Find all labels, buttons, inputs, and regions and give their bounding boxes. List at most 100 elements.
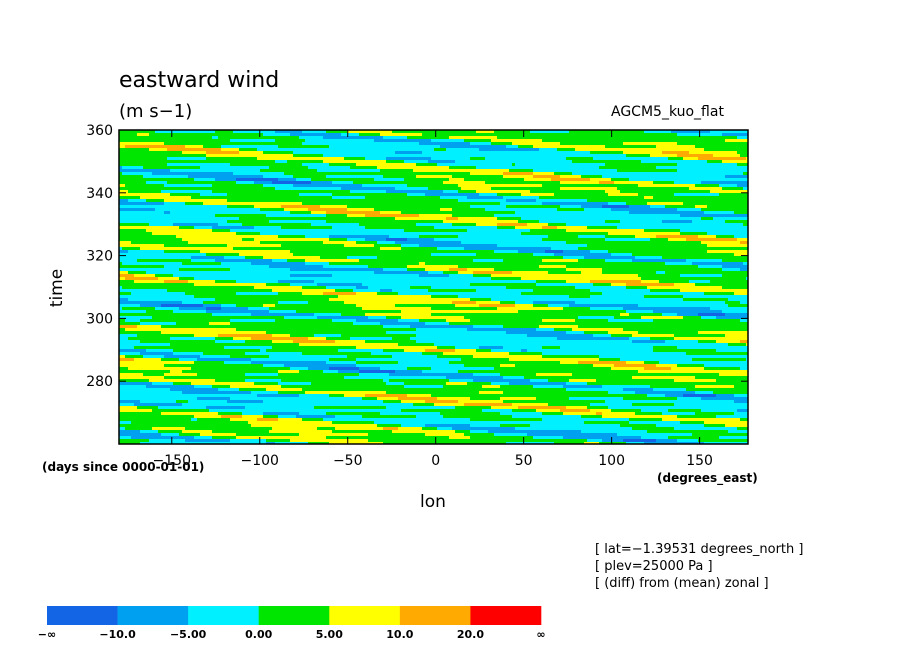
- heatmap-cell: [407, 139, 411, 143]
- heatmap-cell: [188, 160, 192, 164]
- heatmap-cell: [236, 169, 240, 173]
- heatmap-cell: [209, 154, 213, 158]
- heatmap-cell: [212, 154, 216, 158]
- heatmap-cell: [302, 139, 306, 143]
- heatmap-cell: [224, 166, 228, 170]
- heatmap-cell: [326, 154, 330, 158]
- heatmap-cell: [743, 136, 747, 140]
- heatmap-cell: [182, 175, 186, 179]
- heatmap-cell: [686, 193, 690, 197]
- heatmap-cell: [224, 178, 228, 182]
- heatmap-cell: [155, 181, 159, 185]
- heatmap-cell: [335, 172, 339, 176]
- heatmap-cell: [524, 178, 528, 182]
- heatmap-cell: [236, 130, 240, 134]
- heatmap-cell: [428, 181, 432, 185]
- heatmap-cell: [656, 184, 660, 188]
- heatmap-cell: [377, 163, 381, 167]
- heatmap-cell: [158, 130, 162, 134]
- heatmap-cell: [572, 169, 576, 173]
- heatmap-cell: [719, 169, 723, 173]
- heatmap-cell: [560, 130, 564, 134]
- heatmap-cell: [545, 136, 549, 140]
- heatmap-cell: [725, 130, 729, 134]
- heatmap-cell: [380, 181, 384, 185]
- heatmap-cell: [299, 136, 303, 140]
- heatmap-cell: [197, 136, 201, 140]
- heatmap-cell: [698, 166, 702, 170]
- heatmap-cell: [470, 154, 474, 158]
- heatmap-cell: [284, 160, 288, 164]
- heatmap-cell: [176, 151, 180, 155]
- heatmap-cell: [323, 151, 327, 155]
- heatmap-cell: [167, 199, 171, 203]
- heatmap-cell: [614, 163, 618, 167]
- heatmap-cell: [125, 193, 129, 197]
- heatmap-cell: [740, 175, 744, 179]
- heatmap-cell: [254, 166, 258, 170]
- heatmap-cell: [158, 172, 162, 176]
- heatmap-cell: [581, 163, 585, 167]
- heatmap-cell: [500, 175, 504, 179]
- heatmap-cell: [269, 163, 273, 167]
- heatmap-cell: [209, 187, 213, 191]
- heatmap-cell: [239, 139, 243, 143]
- heatmap-cell: [158, 160, 162, 164]
- heatmap-cell: [284, 151, 288, 155]
- heatmap-cell: [239, 166, 243, 170]
- heatmap-cell: [551, 190, 555, 194]
- heatmap-cell: [473, 187, 477, 191]
- heatmap-cell: [551, 166, 555, 170]
- heatmap-cell: [221, 157, 225, 161]
- heatmap-cell: [131, 178, 135, 182]
- heatmap-cell: [410, 145, 414, 149]
- heatmap-cell: [410, 160, 414, 164]
- heatmap-cell: [203, 154, 207, 158]
- heatmap-cell: [158, 193, 162, 197]
- heatmap-cell: [239, 151, 243, 155]
- heatmap-cell: [539, 136, 543, 140]
- heatmap-cell: [503, 190, 507, 194]
- heatmap-cell: [122, 139, 126, 143]
- heatmap-cell: [674, 142, 678, 146]
- heatmap-cell: [395, 139, 399, 143]
- heatmap-cell: [377, 169, 381, 173]
- heatmap-cell: [665, 163, 669, 167]
- heatmap-cell: [521, 175, 525, 179]
- heatmap-cell: [146, 175, 150, 179]
- heatmap-cell: [545, 151, 549, 155]
- heatmap-cell: [473, 142, 477, 146]
- heatmap-cell: [200, 193, 204, 197]
- heatmap-cell: [422, 172, 426, 176]
- heatmap-cell: [668, 172, 672, 176]
- heatmap-cell: [461, 184, 465, 188]
- heatmap-cell: [695, 157, 699, 161]
- heatmap-cell: [140, 178, 144, 182]
- heatmap-cell: [251, 142, 255, 146]
- heatmap-cell: [179, 181, 183, 185]
- heatmap-cell: [362, 139, 366, 143]
- heatmap-cell: [629, 181, 633, 185]
- heatmap-cell: [437, 145, 441, 149]
- heatmap-cell: [689, 142, 693, 146]
- heatmap-cell: [257, 163, 261, 167]
- heatmap-cell: [743, 190, 747, 194]
- heatmap-cell: [365, 199, 369, 203]
- heatmap-cell: [719, 181, 723, 185]
- heatmap-cell: [317, 145, 321, 149]
- heatmap-cell: [746, 169, 748, 173]
- heatmap-cell: [482, 139, 486, 143]
- heatmap-cell: [728, 172, 732, 176]
- heatmap-cell: [671, 145, 675, 149]
- heatmap-cell: [347, 139, 351, 143]
- heatmap-cell: [728, 178, 732, 182]
- heatmap-cell: [176, 163, 180, 167]
- heatmap-cell: [566, 136, 570, 140]
- heatmap-cell: [644, 175, 648, 179]
- heatmap-cell: [449, 139, 453, 143]
- heatmap-cell: [299, 193, 303, 197]
- heatmap-cell: [206, 175, 210, 179]
- heatmap-cell: [398, 142, 402, 146]
- heatmap-cell: [560, 151, 564, 155]
- heatmap-cell: [200, 130, 204, 134]
